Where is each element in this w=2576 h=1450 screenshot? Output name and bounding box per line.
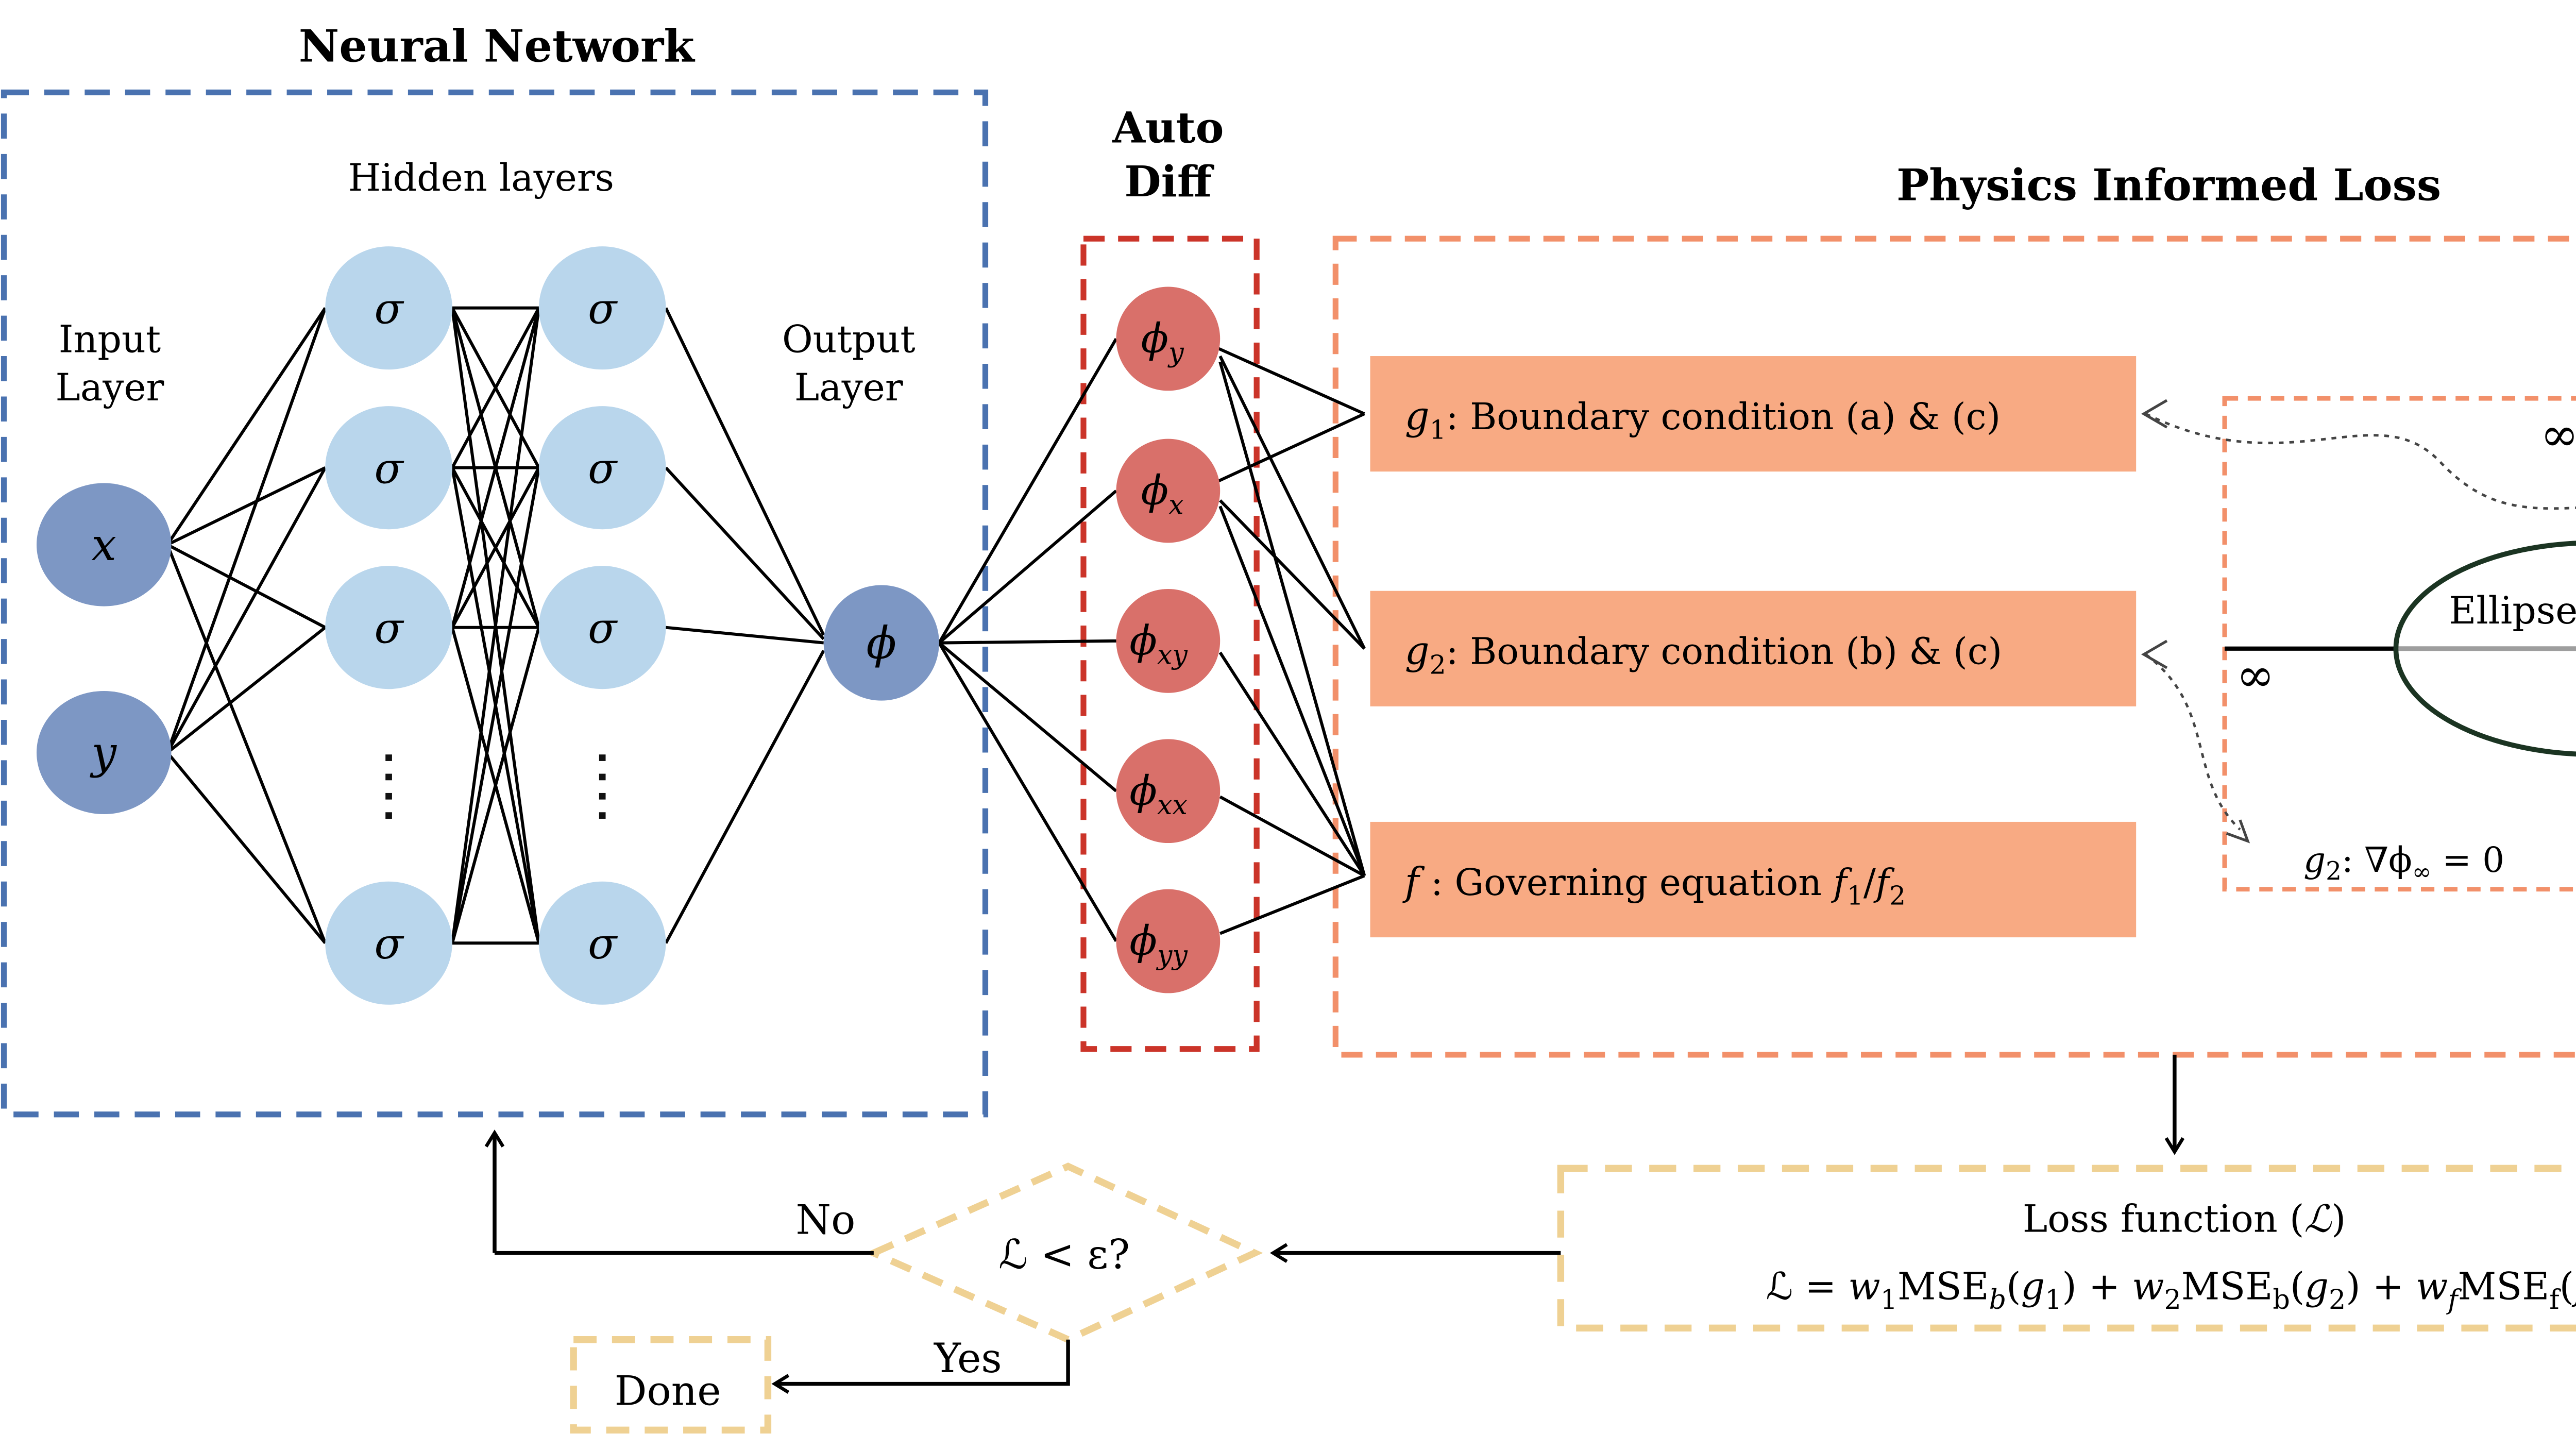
sigma-node: [325, 406, 452, 530]
flow-arrows: [484, 1054, 2185, 1394]
loss-box-title: Loss function (ℒ): [2023, 1198, 2346, 1241]
sigma-node: [538, 406, 666, 530]
output-layer-label-line2: Layer: [794, 366, 903, 410]
sigma-label: σ: [588, 285, 618, 334]
physics-loss-box: [1332, 235, 2576, 1058]
physics-loss-title: Physics Informed Loss: [1896, 159, 2441, 210]
g1-term-label: g1: Boundary condition (a) & (c): [1405, 394, 2001, 445]
sigma-label: σ: [588, 445, 618, 494]
sigma-label: σ: [588, 604, 618, 653]
no-label: No: [796, 1196, 856, 1243]
g1-term-box: [1370, 356, 2137, 472]
f-term-label: f : Governing equation f1/f2: [1402, 859, 1906, 911]
deriv-node-phi-x: [1116, 439, 1221, 543]
g2-equation: g2: ∇ϕ∞ = 0: [2303, 840, 2504, 886]
dotted-connectors: [2145, 412, 2576, 831]
infinity-symbol: ∞: [2236, 649, 2275, 702]
deriv-node-phi-y: [1116, 286, 1221, 391]
sigma-node: [325, 566, 452, 689]
input-node-x: [37, 483, 172, 606]
input-layer-label-line1: Input: [59, 318, 161, 362]
hidden-to-hidden-edges: [450, 306, 540, 945]
deriv-label-phi-y: ϕy: [1141, 315, 1184, 369]
autodiff-title-line2: Diff: [1124, 157, 1214, 207]
phi-label: ϕ: [867, 617, 897, 669]
loss-formula: ℒ = w1MSEb(g1) + w2MSEb(g2) + wfMSEf(f): [1766, 1264, 2576, 1316]
input-nodes: [37, 483, 172, 815]
hidden-layer-ellipsis-dots: [385, 754, 606, 819]
input-node-y: [37, 690, 172, 815]
hidden-layers-label: Hidden layers: [348, 156, 614, 200]
deriv-node-phi-yy: [1116, 889, 1221, 993]
output-layer-label-line1: Output: [782, 318, 916, 362]
output-to-deriv-edges: [938, 338, 1118, 942]
domain-box: [2222, 396, 2576, 892]
output-node-phi: [823, 585, 939, 701]
neural-network-box: [1, 89, 989, 1118]
autodiff-title-line1: Auto: [1112, 103, 1224, 153]
deriv-label-phi-yy: ϕyy: [1129, 918, 1188, 971]
autodiff-box: [1080, 235, 1260, 1052]
deriv-label-phi-xx: ϕxx: [1129, 767, 1187, 821]
yes-label: Yes: [934, 1335, 1002, 1382]
dotted-connector-arrowheads: [2141, 399, 2250, 844]
deriv-node-phi-xy: [1116, 588, 1221, 693]
sigma-label: σ: [375, 445, 404, 494]
deriv-label-phi-x: ϕx: [1141, 467, 1184, 521]
g1-annotation-connector: [2145, 412, 2576, 510]
sigma-node: [325, 246, 452, 370]
sigma-node: [325, 881, 452, 1005]
domain-plot: [2224, 541, 2576, 757]
done-box: [570, 1336, 772, 1434]
deriv-node-phi-xx: [1116, 739, 1221, 844]
input-node-x-label: x: [92, 519, 116, 571]
sigma-label: σ: [375, 604, 404, 653]
hidden-to-output-edges: [664, 307, 825, 944]
hidden-nodes: [325, 246, 666, 1005]
input-to-hidden-edges: [166, 307, 327, 945]
input-node-y-label: y: [89, 727, 117, 779]
decision-diamond: [865, 1162, 1263, 1344]
g2-term-label: g2: Boundary condition (b) & (c): [1405, 629, 2002, 680]
domain-ellipse: [2393, 541, 2576, 757]
f-term-box: [1370, 821, 2137, 938]
sigma-node: [538, 566, 666, 689]
g2-annotation-connector: [2145, 653, 2241, 831]
deriv-nodes: [1116, 286, 1221, 993]
deriv-to-term-edges: [1217, 347, 1366, 935]
sigma-label: σ: [375, 285, 404, 334]
neural-network-title: Neural Network: [299, 21, 695, 73]
sigma-node: [538, 246, 666, 370]
infinity-symbol: ∞: [2540, 408, 2576, 462]
sigma-label: σ: [588, 920, 618, 969]
sigma-node: [538, 881, 666, 1005]
g2-term-box: [1370, 591, 2137, 706]
ellipse-label: Ellipse: [2449, 589, 2576, 633]
loss-function-box: [1557, 1165, 2576, 1332]
input-layer-label-line2: Layer: [56, 366, 164, 410]
loss-term-boxes: [1370, 356, 2137, 938]
done-label: Done: [615, 1368, 721, 1415]
sigma-label: σ: [375, 920, 404, 969]
deriv-label-phi-xy: ϕxy: [1129, 617, 1188, 671]
condition-label: ℒ < ε?: [998, 1232, 1130, 1278]
yes-path-arrow: [771, 1339, 1070, 1394]
